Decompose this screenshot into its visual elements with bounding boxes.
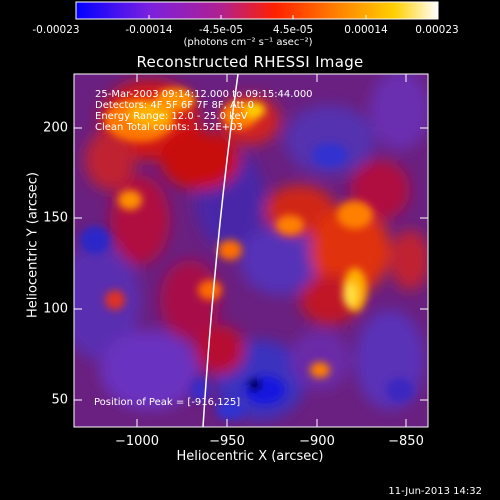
info-time-range: 25-Mar-2003 09:14:12.000 to 09:15:44.000 xyxy=(95,89,313,100)
y-axis-label: Heliocentric Y (arcsec) xyxy=(25,172,41,318)
x-tick-label: −950 xyxy=(209,434,245,449)
solar-limb-line xyxy=(202,73,239,428)
colorbar-tick-5: 0.00014 xyxy=(344,24,388,36)
x-tick-label: −900 xyxy=(299,434,335,449)
info-energy-range: Energy Range: 12.0 - 25.0 keV xyxy=(95,111,248,122)
timestamp-footer: 11-Jun-2013 14:32 xyxy=(388,486,482,497)
y-tick-label: 50 xyxy=(51,392,68,408)
peak-position: Position of Peak = [-916,125] xyxy=(94,397,241,408)
colorbar-gradient xyxy=(75,1,439,20)
colorbar-tick-2: -0.00014 xyxy=(125,24,173,36)
colorbar-tick-4: 4.5e-05 xyxy=(272,24,314,36)
plot-frame xyxy=(73,73,429,428)
x-axis-label: Heliocentric X (arcsec) xyxy=(176,449,324,464)
y-tick-label: 150 xyxy=(43,210,68,226)
x-tick-label: −850 xyxy=(388,434,424,449)
y-axis-ticks xyxy=(74,127,428,401)
x-tick-label: −1000 xyxy=(115,434,159,449)
colorbar-tick-6: 0.00023 xyxy=(415,24,459,36)
info-detectors: Detectors: 4F 5F 6F 7F 8F, Att 0 xyxy=(95,100,255,111)
info-clean-counts: Clean Total counts: 1.52E+03 xyxy=(95,122,243,133)
image-map xyxy=(74,74,428,427)
x-axis-ticks xyxy=(136,74,407,427)
y-tick-label: 100 xyxy=(43,301,68,317)
image-title: Reconstructed RHESSI Image xyxy=(136,53,364,71)
colorbar-tick-1: -0.00023 xyxy=(32,24,80,36)
colorbar-tick-3: -4.5e-05 xyxy=(198,24,244,36)
y-tick-label: 200 xyxy=(43,120,68,136)
colorbar-units: (photons cm⁻² s⁻¹ asec⁻²) xyxy=(183,37,313,48)
